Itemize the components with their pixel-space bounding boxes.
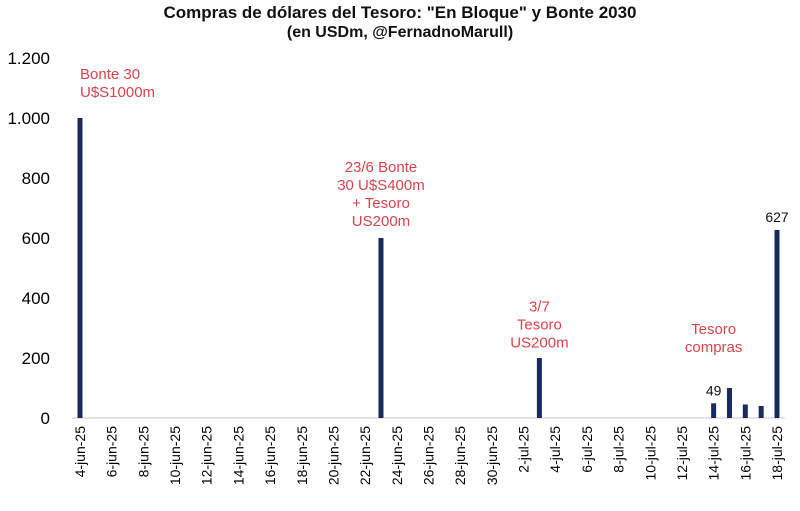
x-tick-label: 26-jun-25 bbox=[421, 426, 437, 485]
x-tick-label: 8-jun-25 bbox=[135, 426, 151, 478]
annotation-text: 23/6 Bonte bbox=[345, 159, 418, 176]
y-tick-label: 0 bbox=[41, 409, 50, 428]
chart-subtitle: (en USDm, @FernadnoMarull) bbox=[286, 24, 514, 41]
x-tick-label: 10-jun-25 bbox=[167, 426, 183, 485]
x-tick-label: 30-jun-25 bbox=[484, 426, 500, 485]
data-label: 627 bbox=[765, 209, 789, 225]
y-tick-label: 1.200 bbox=[7, 49, 50, 68]
annotation-text: U$S1000m bbox=[80, 84, 155, 101]
x-tick-label: 12-jul-25 bbox=[674, 426, 690, 481]
annotation-text: Tesoro bbox=[517, 317, 562, 334]
bar bbox=[378, 238, 384, 418]
x-tick-label: 16-jul-25 bbox=[737, 426, 753, 481]
bar bbox=[758, 406, 764, 418]
y-tick-label: 600 bbox=[22, 229, 50, 248]
x-tick-label: 14-jun-25 bbox=[230, 426, 246, 485]
x-tick-label: 10-jul-25 bbox=[642, 426, 658, 481]
x-tick-label: 8-jul-25 bbox=[611, 426, 627, 473]
bar bbox=[742, 404, 748, 418]
chart-title: Compras de dólares del Tesoro: "En Bloqu… bbox=[163, 3, 637, 22]
x-tick-label: 28-jun-25 bbox=[452, 426, 468, 485]
bar bbox=[536, 358, 542, 418]
bar bbox=[726, 388, 732, 418]
x-tick-label: 6-jun-25 bbox=[104, 426, 120, 478]
x-tick-label: 18-jun-25 bbox=[294, 426, 310, 485]
bar bbox=[711, 403, 717, 418]
x-tick-label: 6-jul-25 bbox=[579, 426, 595, 473]
annotation-text: Tesoro bbox=[691, 321, 736, 338]
data-label: 49 bbox=[706, 382, 722, 398]
annotation-text: compras bbox=[685, 339, 743, 356]
annotation-text: US200m bbox=[510, 335, 568, 352]
x-tick-label: 4-jun-25 bbox=[72, 426, 88, 478]
annotation-text: Bonte 30 bbox=[80, 66, 140, 83]
x-tick-label: 18-jul-25 bbox=[769, 426, 785, 481]
annotation-text: 30 U$S400m bbox=[337, 177, 425, 194]
bar bbox=[77, 118, 83, 418]
annotation-text: 3/7 bbox=[529, 299, 550, 316]
annotation-text: + Tesoro bbox=[352, 195, 410, 212]
y-tick-label: 400 bbox=[22, 289, 50, 308]
y-tick-label: 200 bbox=[22, 349, 50, 368]
x-tick-label: 24-jun-25 bbox=[389, 426, 405, 485]
y-tick-label: 1.000 bbox=[7, 109, 50, 128]
x-tick-label: 12-jun-25 bbox=[199, 426, 215, 485]
x-tick-label: 2-jul-25 bbox=[516, 426, 532, 473]
x-tick-label: 20-jun-25 bbox=[325, 426, 341, 485]
x-tick-label: 14-jul-25 bbox=[706, 426, 722, 481]
x-tick-label: 22-jun-25 bbox=[357, 426, 373, 485]
y-tick-label: 800 bbox=[22, 169, 50, 188]
x-tick-label: 16-jun-25 bbox=[262, 426, 278, 485]
annotation-text: US200m bbox=[352, 213, 410, 230]
x-tick-label: 4-jul-25 bbox=[547, 426, 563, 473]
bar bbox=[774, 229, 780, 418]
